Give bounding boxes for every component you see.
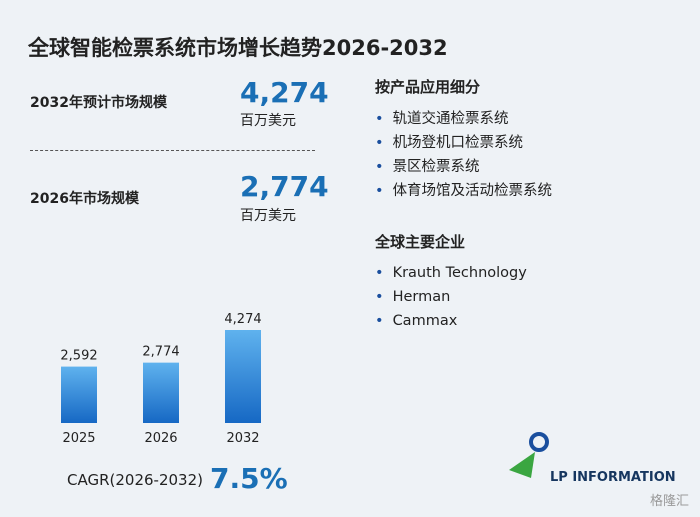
stat-label: 2032年预计市场规模	[30, 95, 167, 111]
bar	[225, 330, 261, 423]
x-tick-label: 2026	[144, 431, 177, 446]
bar	[143, 362, 179, 423]
value-label: 2,592	[60, 349, 97, 364]
x-tick-label: 2032	[226, 431, 259, 446]
section-heading: 按产品应用细分	[375, 78, 481, 96]
company-list: Krauth TechnologyHermanCammax	[375, 265, 527, 337]
list-item: 景区检票系统	[375, 155, 552, 179]
divider	[30, 150, 315, 151]
watermark: 格隆汇	[650, 494, 690, 509]
stat-value: 2,774	[240, 170, 329, 203]
value-label: 2,774	[142, 345, 179, 360]
value-label: 4,274	[224, 312, 261, 327]
list-item: 机场登机口检票系统	[375, 131, 552, 155]
cagr-value: 7.5%	[210, 462, 288, 495]
stat-label: 2026年市场规模	[30, 191, 139, 207]
bar	[61, 366, 97, 423]
cagr-label: CAGR(2026-2032)	[67, 471, 203, 489]
x-tick-label: 2025	[62, 431, 95, 446]
stat-unit: 百万美元	[240, 113, 296, 129]
list-item: Cammax	[375, 313, 527, 337]
list-item: 轨道交通检票系统	[375, 107, 552, 131]
section-heading: 全球主要企业	[375, 233, 466, 251]
stat-value: 4,274	[240, 76, 329, 109]
list-item: Krauth Technology	[375, 265, 527, 289]
list-item: Herman	[375, 289, 527, 313]
logo-text: LP INFORMATION	[550, 470, 676, 485]
stat-unit: 百万美元	[240, 208, 296, 224]
bar-chart: 2,592 2025 2,774 2026 4,274 2032	[60, 312, 261, 446]
list-item: 体育场馆及活动检票系统	[375, 179, 553, 203]
segment-list: 轨道交通检票系统机场登机口检票系统景区检票系统体育场馆及活动检票系统	[375, 107, 553, 203]
title: 全球智能检票系统市场增长趋势2026-2032	[28, 36, 448, 60]
logo-icon	[509, 432, 549, 478]
